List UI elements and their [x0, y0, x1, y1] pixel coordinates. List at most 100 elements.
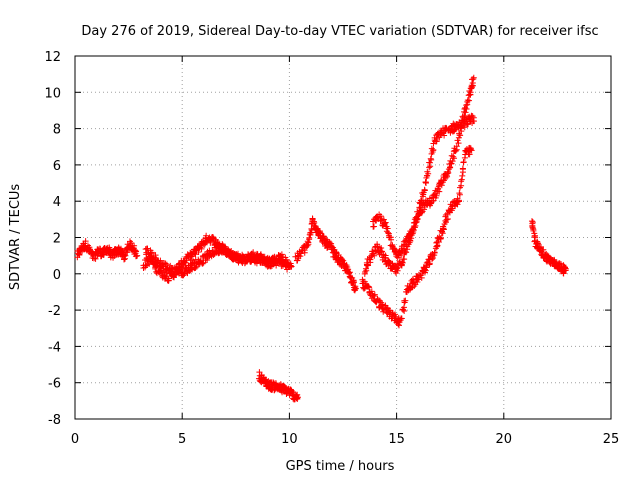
- y-tick-label: -8: [48, 413, 61, 428]
- point-late: [561, 264, 568, 271]
- x-tick-label: 25: [603, 432, 620, 447]
- point-rise_3: [433, 239, 440, 246]
- point-rise_3: [442, 212, 449, 219]
- y-tick-labels: -8 -6 -4 -2 0 2 4 6 8 10 12: [44, 50, 61, 428]
- point-rise_3: [456, 197, 463, 204]
- point-rise_3: [468, 147, 475, 154]
- point-late: [529, 219, 536, 226]
- point-rise_2: [444, 168, 451, 175]
- point-rise_2: [390, 245, 397, 252]
- point-noon: [306, 234, 313, 241]
- point-rise_3: [440, 225, 447, 232]
- point-rise_3: [400, 306, 407, 313]
- point-rise_1: [441, 132, 448, 139]
- point-noon: [345, 266, 352, 273]
- point-rise_2: [447, 164, 454, 171]
- y-tick-label: -2: [48, 304, 61, 319]
- x-tick-labels: 0 5 10 15 20 25: [71, 432, 619, 447]
- y-tick-label: 12: [44, 50, 61, 65]
- point-early: [122, 255, 129, 262]
- point-mid_a: [198, 245, 205, 252]
- point-rise_2: [460, 119, 467, 126]
- grid: [75, 56, 611, 419]
- point-rise_1: [425, 170, 432, 177]
- point-rise_2: [464, 97, 471, 104]
- point-rise_2: [410, 227, 417, 234]
- point-noon: [308, 227, 315, 234]
- point-rise_2: [457, 132, 464, 139]
- point-rise_3: [392, 313, 399, 320]
- point-rise_3: [460, 159, 467, 166]
- point-early: [134, 252, 141, 259]
- point-noon: [312, 224, 319, 231]
- point-rise_3: [437, 235, 444, 242]
- point-rise_2: [384, 229, 391, 236]
- point-rise_2: [370, 223, 377, 230]
- point-rise_2: [438, 182, 445, 189]
- point-early: [121, 256, 128, 263]
- point-rise_1: [467, 116, 474, 123]
- point-rise_2: [453, 143, 460, 150]
- point-rise_1: [427, 155, 434, 162]
- point-rise_3: [368, 288, 375, 295]
- y-tick-label: -4: [48, 340, 61, 355]
- point-late: [530, 226, 537, 233]
- chart-title: Day 276 of 2019, Sidereal Day-to-day VTE…: [81, 24, 598, 39]
- point-mid_a: [161, 269, 168, 276]
- point-rise_2: [464, 101, 471, 108]
- point-rise_2: [462, 109, 469, 116]
- ticks: [74, 55, 612, 420]
- point-noon: [346, 269, 353, 276]
- point-rise_1: [363, 267, 370, 274]
- y-axis-label: SDTVAR / TECUs: [8, 184, 23, 291]
- point-rise_1: [364, 261, 371, 268]
- y-tick-label: 2: [53, 232, 61, 247]
- point-rise_2: [436, 188, 443, 195]
- point-rise_2: [452, 148, 459, 155]
- point-noon: [350, 279, 357, 286]
- point-late: [551, 258, 558, 265]
- point-negative: [289, 389, 296, 396]
- point-rise_2: [414, 215, 421, 222]
- point-late: [562, 267, 569, 274]
- point-negative: [294, 394, 301, 401]
- point-rise_3: [431, 249, 438, 256]
- point-rise_3: [398, 315, 405, 322]
- point-late: [534, 240, 541, 247]
- point-mid_a: [287, 260, 294, 267]
- point-rise_1: [362, 269, 369, 276]
- y-tick-label: -6: [48, 377, 61, 392]
- point-rise_2: [458, 128, 465, 135]
- point-rise_3: [408, 284, 415, 291]
- point-rise_2: [470, 76, 477, 83]
- y-tick-label: 6: [53, 159, 61, 174]
- point-mid_a: [153, 263, 160, 270]
- point-noon: [317, 230, 324, 237]
- point-rise_1: [470, 114, 477, 121]
- point-rise_1: [423, 179, 430, 186]
- point-rise_1: [367, 256, 374, 263]
- point-rise_3: [430, 255, 437, 262]
- point-rise_1: [421, 187, 428, 194]
- point-rise_3: [434, 242, 441, 249]
- point-mid_a: [284, 266, 291, 273]
- y-tick-label: 4: [53, 195, 61, 210]
- point-rise_3: [443, 216, 450, 223]
- point-rise_2: [442, 174, 449, 181]
- point-rise_3: [442, 219, 449, 226]
- x-axis-label: GPS time / hours: [286, 459, 395, 474]
- point-rise_2: [466, 97, 473, 104]
- point-mid_a: [165, 277, 172, 284]
- point-late: [531, 230, 538, 237]
- point-rise_2: [398, 252, 405, 259]
- point-rise_2: [411, 224, 418, 231]
- x-tick-label: 10: [281, 432, 298, 447]
- point-rise_1: [399, 259, 406, 266]
- point-early: [131, 247, 138, 254]
- point-rise_1: [430, 147, 437, 154]
- point-rise_3: [429, 256, 436, 263]
- point-rise_3: [456, 191, 463, 198]
- point-rise_3: [459, 166, 466, 173]
- x-tick-label: 20: [496, 432, 513, 447]
